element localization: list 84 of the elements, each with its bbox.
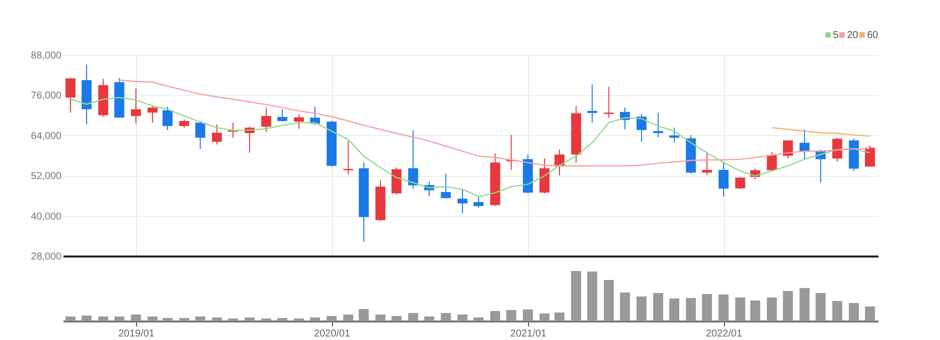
- candlestick: [702, 152, 712, 176]
- bar: [392, 316, 402, 321]
- bar: [522, 310, 533, 321]
- candlestick: [261, 107, 272, 133]
- bar: [212, 318, 222, 321]
- bar: [375, 314, 386, 321]
- bar: [864, 306, 875, 321]
- bar: [162, 318, 173, 321]
- candlestick: [474, 196, 484, 208]
- bar: [310, 318, 320, 321]
- bar: [343, 314, 354, 321]
- bar: [718, 294, 729, 321]
- bar: [506, 310, 516, 321]
- candlestick: [735, 176, 746, 190]
- bar: [554, 312, 565, 321]
- y-tick-label: 64,000: [30, 130, 62, 142]
- y-tick-label: 88,000: [30, 50, 62, 62]
- candlestick: [587, 84, 598, 124]
- candlestick: [130, 88, 141, 124]
- candlestick: [162, 106, 173, 131]
- legend-label: 5: [833, 30, 839, 41]
- bar: [130, 314, 141, 321]
- bar: [782, 291, 793, 321]
- bar: [604, 280, 614, 321]
- bar: [457, 314, 468, 321]
- bar: [244, 318, 255, 321]
- y-tick-label: 40,000: [30, 211, 62, 222]
- bar: [440, 313, 451, 321]
- candlestick: [440, 173, 451, 200]
- bar: [277, 318, 288, 321]
- bar: [358, 309, 369, 321]
- candlestick: [277, 108, 288, 122]
- bar: [800, 288, 810, 321]
- candlestick: [604, 86, 614, 118]
- candlestick: [66, 77, 76, 114]
- legend-label: 60: [867, 30, 879, 41]
- bar: [816, 293, 826, 321]
- bar: [832, 301, 842, 321]
- legend-label: 20: [847, 30, 859, 41]
- bar: [114, 316, 124, 321]
- candlestick: [212, 124, 222, 145]
- y-tick-label: 28,000: [30, 252, 62, 262]
- y-tick-label: 52,000: [30, 171, 62, 182]
- bar: [653, 293, 664, 321]
- bar: [408, 313, 418, 321]
- bar: [98, 316, 108, 321]
- x-tick-label: 2019/01: [118, 328, 155, 340]
- candlestick: [148, 104, 158, 124]
- bar: [766, 298, 777, 321]
- candlestick: [457, 188, 468, 214]
- bar: [848, 303, 859, 321]
- bar: [490, 311, 500, 321]
- candlestick: [408, 130, 418, 190]
- line-series: [771, 127, 871, 137]
- bar: [424, 316, 434, 321]
- x-tick-label: 2020/01: [314, 328, 351, 340]
- candlestick: [718, 161, 729, 198]
- bar: [750, 300, 760, 321]
- bar: [474, 318, 484, 321]
- y-tick-label: 76,000: [30, 90, 62, 102]
- bar: [702, 294, 712, 321]
- x-tick-label: 2022/01: [706, 328, 743, 340]
- bar: [82, 316, 92, 321]
- candlestick: [800, 128, 810, 160]
- bar: [669, 298, 680, 321]
- bar: [620, 292, 630, 321]
- candlestick: [294, 114, 304, 130]
- bar: [148, 316, 158, 321]
- candlestick: [766, 152, 777, 172]
- bar: [326, 316, 337, 321]
- candlestick: [636, 114, 647, 142]
- bar: [636, 296, 647, 321]
- bar: [539, 314, 550, 321]
- bar: [66, 316, 76, 321]
- bar: [571, 271, 582, 321]
- bar: [587, 272, 598, 321]
- candlestick: [195, 120, 206, 150]
- bar: [735, 298, 746, 321]
- bar: [179, 318, 190, 321]
- x-tick-label: 2021/01: [510, 328, 547, 340]
- bar: [686, 298, 696, 321]
- bar: [195, 316, 206, 321]
- candlestick: [653, 112, 664, 138]
- candlestick: [832, 137, 842, 162]
